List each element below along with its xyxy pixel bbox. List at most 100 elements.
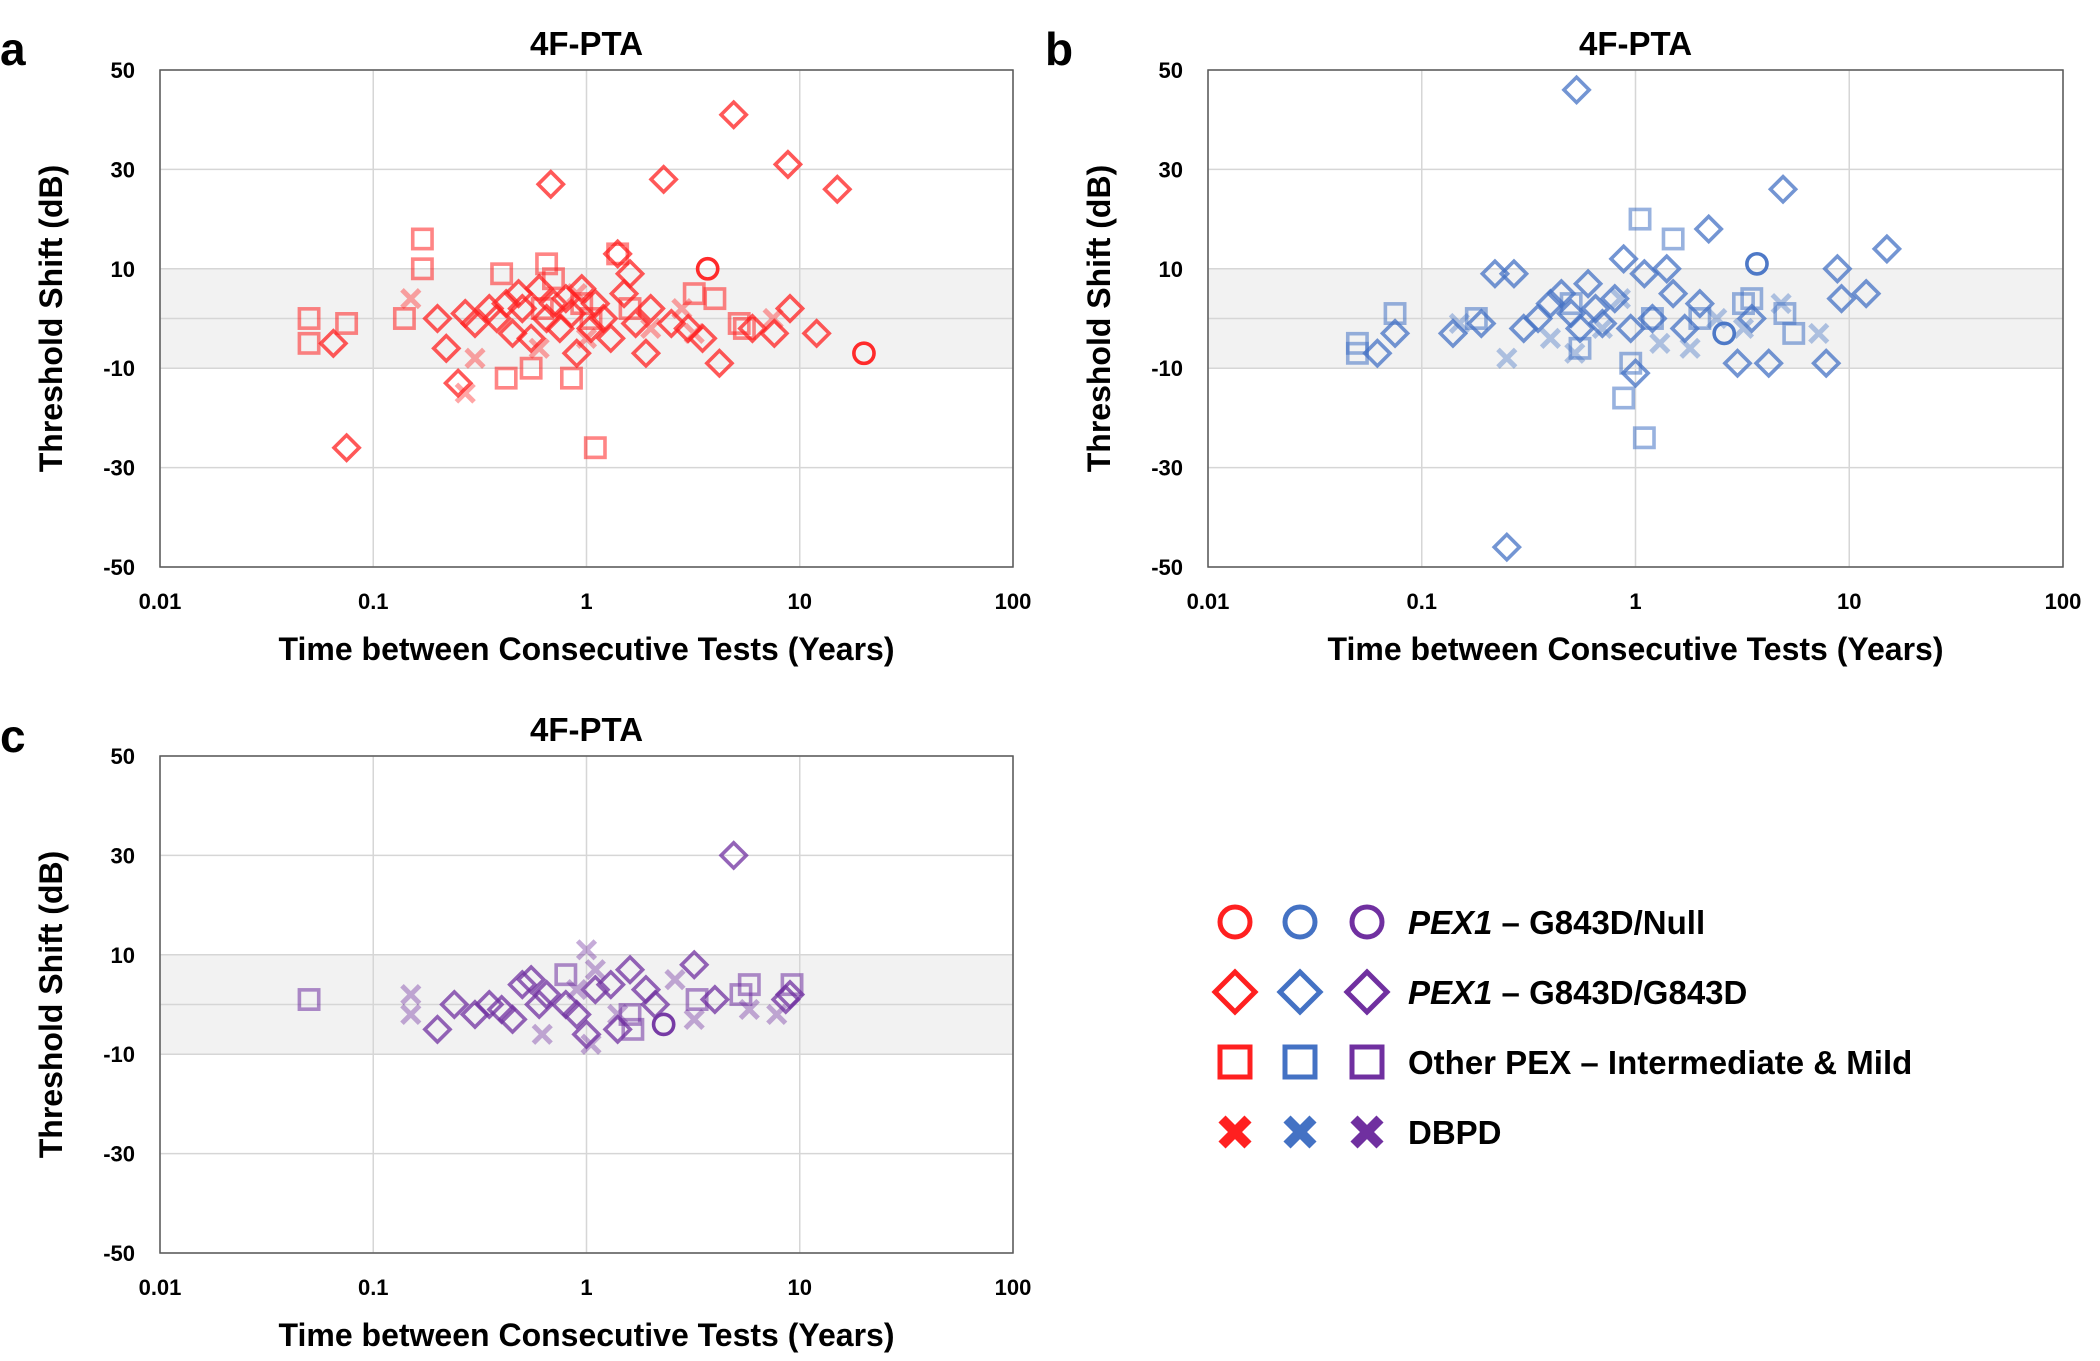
diamond-point bbox=[1736, 303, 1767, 334]
square-point bbox=[494, 366, 518, 390]
square-point bbox=[392, 307, 416, 330]
diamond-point bbox=[679, 949, 710, 980]
diamond-point bbox=[491, 288, 522, 319]
square-point bbox=[1782, 321, 1806, 345]
legend-diamond-marker bbox=[1343, 968, 1391, 1016]
legend-label-text: DBPD bbox=[1408, 1114, 1502, 1151]
diamond-point bbox=[1572, 268, 1604, 299]
legend-square-marker bbox=[1282, 1044, 1318, 1080]
y-tick-label: -50 bbox=[1151, 555, 1183, 580]
diamond-point bbox=[566, 273, 597, 304]
diamond-point bbox=[656, 308, 687, 339]
diamond-point bbox=[614, 258, 646, 289]
square-point bbox=[297, 988, 321, 1011]
legend-x-marker bbox=[1350, 1115, 1384, 1149]
x-axis-label: Time between Consecutive Tests (Years) bbox=[279, 631, 895, 667]
diamond-point bbox=[497, 1004, 528, 1035]
diamond-point bbox=[801, 318, 832, 349]
y-tick-label: -50 bbox=[103, 555, 135, 580]
diamond-point bbox=[422, 303, 453, 334]
x-tick-label: 1 bbox=[1629, 589, 1641, 614]
diamond-point bbox=[1437, 318, 1469, 349]
legend-label-gene: PEX1 bbox=[1408, 974, 1492, 1011]
y-tick-label: -30 bbox=[103, 1142, 135, 1167]
square-point bbox=[490, 262, 514, 286]
legend-circle-marker bbox=[1217, 904, 1253, 940]
x-tick-label: 10 bbox=[788, 1275, 812, 1300]
diamond-point bbox=[1651, 253, 1682, 284]
legend-label: DBPD bbox=[1408, 1114, 1502, 1151]
x-tick-label: 10 bbox=[788, 589, 812, 614]
square-point bbox=[410, 227, 434, 251]
diamond-point bbox=[575, 313, 607, 344]
square-point bbox=[1640, 307, 1664, 330]
diamond-point bbox=[718, 99, 749, 130]
square-point bbox=[554, 963, 578, 987]
diamond-point bbox=[635, 293, 666, 324]
diamond-point bbox=[1753, 348, 1784, 379]
diamond-point bbox=[1580, 293, 1611, 324]
diamond-point bbox=[538, 288, 569, 319]
diamond-point bbox=[1561, 74, 1592, 106]
y-tick-label: -10 bbox=[103, 1042, 135, 1067]
y-tick-label: -50 bbox=[103, 1241, 135, 1266]
y-tick-label: 50 bbox=[111, 58, 135, 83]
diamond-point bbox=[1684, 288, 1715, 319]
panel-letter-c: c bbox=[0, 710, 26, 762]
legend-x-marker bbox=[1283, 1115, 1317, 1149]
diamond-point bbox=[774, 293, 806, 324]
legend-circle-marker bbox=[1282, 904, 1318, 940]
legend-square-marker bbox=[1349, 1044, 1385, 1080]
x-tick-label: 0.01 bbox=[1187, 589, 1230, 614]
diamond-point bbox=[630, 338, 662, 369]
square-point bbox=[1661, 227, 1685, 251]
circle-point bbox=[1745, 251, 1769, 276]
diamond-point bbox=[614, 954, 646, 985]
diamond-point bbox=[1826, 283, 1857, 314]
square-point bbox=[519, 356, 543, 380]
square-point bbox=[1612, 386, 1636, 410]
y-tick-label: 50 bbox=[1159, 58, 1183, 83]
diamond-point bbox=[822, 174, 853, 205]
legend-label: PEX1 – G843D/G843D bbox=[1408, 974, 1747, 1011]
x-point bbox=[531, 1023, 553, 1045]
diamond-point bbox=[515, 323, 547, 354]
y-tick-label: 10 bbox=[1159, 257, 1183, 282]
x-point bbox=[454, 382, 476, 404]
x-point bbox=[400, 288, 422, 310]
diamond-point bbox=[704, 348, 735, 379]
diamond-point bbox=[1851, 278, 1882, 309]
x-tick-label: 0.1 bbox=[1406, 589, 1437, 614]
circle-point bbox=[695, 256, 720, 281]
square-point bbox=[606, 242, 630, 266]
diamond-point bbox=[431, 333, 462, 364]
x-point bbox=[1539, 327, 1562, 349]
diamond-point bbox=[1599, 283, 1630, 314]
diamond-point bbox=[602, 238, 633, 270]
diamond-point bbox=[531, 979, 562, 1010]
diamond-point bbox=[1637, 303, 1668, 334]
circle-point bbox=[651, 1012, 676, 1037]
x-tick-label: 100 bbox=[2045, 589, 2082, 614]
x-point bbox=[464, 347, 486, 369]
x-point bbox=[584, 959, 606, 981]
diamond-point bbox=[718, 840, 749, 871]
y-tick-label: -10 bbox=[1151, 356, 1183, 381]
legend-label-gene: PEX1 bbox=[1408, 904, 1492, 941]
diamond-point bbox=[673, 313, 704, 344]
diamond-point bbox=[608, 278, 640, 309]
x-point bbox=[1649, 332, 1671, 354]
x-tick-label: 0.1 bbox=[358, 589, 389, 614]
diamond-point bbox=[556, 298, 587, 329]
y-tick-label: -10 bbox=[103, 356, 135, 381]
x-point bbox=[664, 969, 686, 991]
diamond-point bbox=[1608, 243, 1639, 275]
y-axis-label: Threshold Shift (dB) bbox=[33, 165, 69, 473]
plot-frame bbox=[159, 755, 1014, 1254]
circle-point bbox=[1712, 321, 1737, 346]
diamond-point bbox=[561, 999, 592, 1030]
chart-title: 4F-PTA bbox=[530, 25, 643, 62]
legend-label: Other PEX – Intermediate & Mild bbox=[1408, 1044, 1912, 1081]
